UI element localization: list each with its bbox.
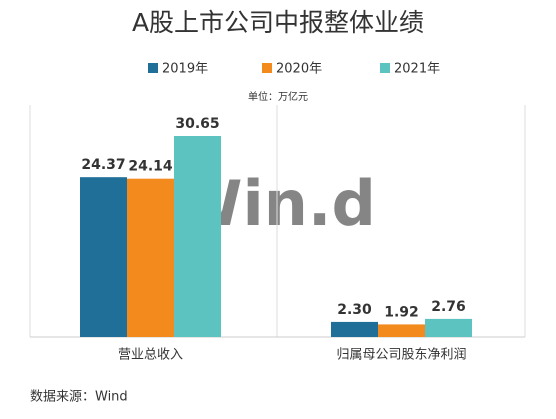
- bar: [331, 321, 378, 337]
- value-label: 1.92: [384, 304, 419, 320]
- x-tick-label: 归属母公司股东净利润: [336, 348, 466, 363]
- legend-swatch: [380, 63, 390, 73]
- legend-swatch: [262, 63, 272, 73]
- x-tick-label: 营业总收入: [118, 348, 183, 363]
- value-label: 2.30: [337, 302, 372, 318]
- value-label: 2.76: [431, 299, 466, 315]
- legend-label: 2021年: [394, 62, 440, 77]
- bar: [378, 324, 425, 337]
- legend-swatch: [148, 63, 158, 73]
- bar: [174, 136, 221, 337]
- bar: [425, 318, 472, 337]
- source-note: 数据来源：Wind: [30, 390, 128, 405]
- legend-label: 2019年: [162, 62, 208, 77]
- value-label: 24.37: [81, 157, 125, 173]
- chart-title: A股上市公司中报整体业绩: [132, 8, 424, 37]
- value-label: 24.14: [128, 159, 173, 175]
- value-label: 30.65: [175, 116, 219, 132]
- unit-label: 单位：万亿元: [248, 90, 308, 103]
- bar: [80, 177, 127, 337]
- bar: [127, 178, 174, 337]
- legend-label: 2020年: [276, 62, 322, 77]
